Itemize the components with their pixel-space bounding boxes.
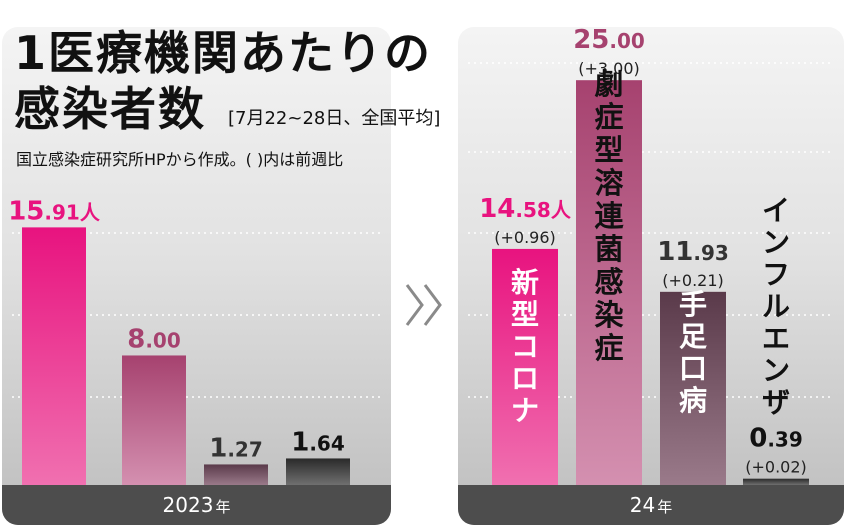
svg-text:菌: 菌	[594, 232, 623, 266]
svg-text:コ: コ	[511, 330, 539, 363]
bar-1	[122, 355, 186, 485]
svg-text:病: 病	[679, 384, 707, 417]
svg-text:手: 手	[679, 288, 707, 321]
footer-2023: 2023 年	[2, 485, 391, 525]
svg-text:ロ: ロ	[511, 362, 539, 395]
value-label: 15.91人	[8, 196, 101, 226]
bar-3	[286, 458, 350, 485]
footer-unit: 年	[215, 498, 231, 516]
value-label: 11.93	[657, 237, 729, 267]
bar-0	[492, 248, 558, 485]
svg-text:イ: イ	[762, 194, 790, 227]
value-label: 8.00	[127, 324, 181, 354]
chart-2023: 15.91人 8.00 1.27 1.64	[8, 196, 381, 486]
change-label: (+0.96)	[494, 228, 556, 247]
svg-text:染: 染	[594, 298, 623, 332]
svg-text:エ: エ	[762, 322, 790, 355]
svg-text:足: 足	[679, 320, 707, 353]
chart-title-line2: 感染者数	[14, 82, 206, 136]
svg-text:症: 症	[594, 100, 623, 134]
footer-year: 24	[629, 493, 656, 517]
svg-text:劇: 劇	[594, 67, 623, 101]
svg-text:溶: 溶	[594, 166, 623, 200]
svg-text:ン: ン	[762, 226, 790, 259]
value-label: 25.00	[573, 27, 645, 55]
svg-text:ル: ル	[762, 290, 790, 323]
chart-title-line1: 1医療機関あたりの	[14, 26, 433, 80]
footer-year: 2023	[162, 493, 214, 517]
change-label: (+0.21)	[662, 271, 724, 290]
svg-text:感: 感	[594, 265, 623, 299]
svg-text:ナ: ナ	[511, 394, 539, 427]
bar-2	[660, 291, 726, 485]
bar-1	[576, 80, 642, 485]
svg-text:型: 型	[594, 133, 623, 167]
value-label: 14.58人	[479, 194, 572, 224]
bar-0	[22, 227, 86, 486]
source-note: 国立感染症研究所HPから作成。( )内は前週比	[16, 150, 344, 169]
chart-subtitle: [7月22~28日、全国平均]	[228, 108, 441, 129]
svg-text:ン: ン	[762, 354, 790, 387]
change-label: (+3.00)	[578, 59, 640, 78]
panel-2024: 14.58人 (+0.96) 25.00 (+3.00) 11.93 (+0.21) 0.3…	[458, 27, 844, 525]
svg-text:型: 型	[511, 298, 539, 331]
svg-text:症: 症	[594, 331, 623, 365]
change-label: (+0.02)	[745, 458, 807, 477]
double-chevron-right-icon	[405, 284, 442, 326]
svg-text:フ: フ	[762, 258, 790, 291]
bar-3	[743, 478, 809, 485]
value-label: 1.27	[209, 433, 263, 463]
value-label: 1.64	[291, 427, 345, 457]
footer-2024: 24 年	[458, 485, 844, 525]
svg-text:新: 新	[511, 266, 539, 299]
svg-text:ザ: ザ	[762, 386, 790, 419]
value-label: 0.39	[749, 424, 803, 454]
chart-2024: 14.58人 (+0.96) 25.00 (+3.00) 11.93 (+0.21) 0.3…	[468, 27, 834, 485]
svg-text:口: 口	[679, 352, 707, 385]
footer-unit: 年	[657, 498, 673, 516]
bar-2	[204, 464, 268, 485]
svg-text:連: 連	[594, 199, 624, 233]
panel-2023: 15.91人 8.00 1.27 1.64 2023 年	[2, 27, 391, 525]
